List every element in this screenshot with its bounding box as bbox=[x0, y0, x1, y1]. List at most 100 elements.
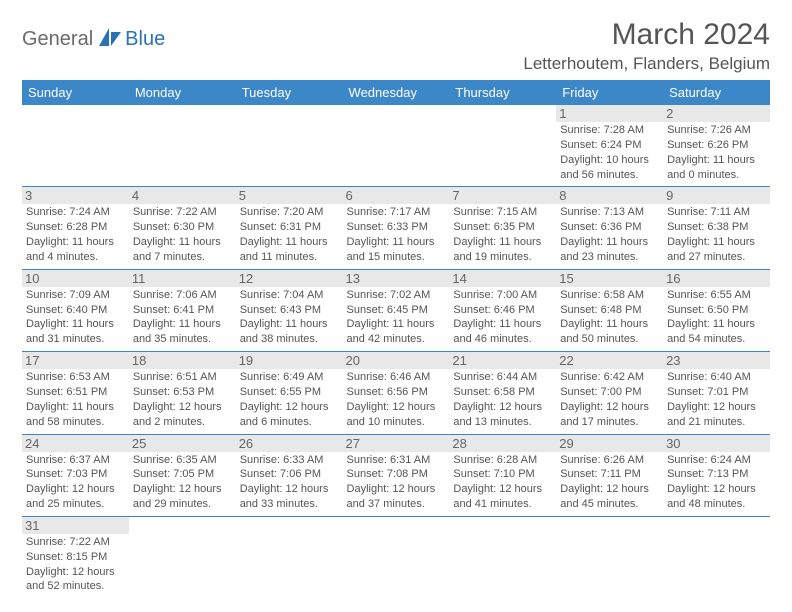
day-info: Sunrise: 7:11 AMSunset: 6:38 PMDaylight:… bbox=[667, 205, 766, 264]
day-number: 23 bbox=[663, 352, 770, 369]
title-block: March 2024 Letterhoutem, Flanders, Belgi… bbox=[523, 18, 770, 74]
day-info: Sunrise: 6:24 AMSunset: 7:13 PMDaylight:… bbox=[667, 453, 766, 512]
day-info: Sunrise: 6:37 AMSunset: 7:03 PMDaylight:… bbox=[26, 453, 125, 512]
calendar-cell: 18Sunrise: 6:51 AMSunset: 6:53 PMDayligh… bbox=[129, 352, 236, 434]
day-info: Sunrise: 7:13 AMSunset: 6:36 PMDaylight:… bbox=[560, 205, 659, 264]
day-info: Sunrise: 7:20 AMSunset: 6:31 PMDaylight:… bbox=[240, 205, 339, 264]
calendar-header: SundayMondayTuesdayWednesdayThursdayFrid… bbox=[22, 80, 770, 105]
calendar-cell: 5Sunrise: 7:20 AMSunset: 6:31 PMDaylight… bbox=[236, 187, 343, 269]
calendar-cell: 21Sunrise: 6:44 AMSunset: 6:58 PMDayligh… bbox=[449, 352, 556, 434]
day-header: Sunday bbox=[22, 80, 129, 105]
day-info: Sunrise: 7:02 AMSunset: 6:45 PMDaylight:… bbox=[347, 288, 446, 347]
day-info: Sunrise: 7:06 AMSunset: 6:41 PMDaylight:… bbox=[133, 288, 232, 347]
day-number: 18 bbox=[129, 352, 236, 369]
day-info: Sunrise: 6:46 AMSunset: 6:56 PMDaylight:… bbox=[347, 370, 446, 429]
calendar-cell: 11Sunrise: 7:06 AMSunset: 6:41 PMDayligh… bbox=[129, 269, 236, 351]
day-info: Sunrise: 6:44 AMSunset: 6:58 PMDaylight:… bbox=[453, 370, 552, 429]
calendar-cell: 27Sunrise: 6:31 AMSunset: 7:08 PMDayligh… bbox=[343, 434, 450, 516]
calendar-cell: 4Sunrise: 7:22 AMSunset: 6:30 PMDaylight… bbox=[129, 187, 236, 269]
day-info: Sunrise: 7:22 AMSunset: 6:30 PMDaylight:… bbox=[133, 205, 232, 264]
day-number: 10 bbox=[22, 270, 129, 287]
day-header: Thursday bbox=[449, 80, 556, 105]
day-number: 13 bbox=[343, 270, 450, 287]
calendar-cell bbox=[663, 516, 770, 598]
month-title: March 2024 bbox=[523, 18, 770, 52]
day-number: 24 bbox=[22, 435, 129, 452]
day-info: Sunrise: 6:40 AMSunset: 7:01 PMDaylight:… bbox=[667, 370, 766, 429]
calendar-body: 1Sunrise: 7:28 AMSunset: 6:24 PMDaylight… bbox=[22, 105, 770, 598]
day-info: Sunrise: 6:35 AMSunset: 7:05 PMDaylight:… bbox=[133, 453, 232, 512]
calendar-cell bbox=[22, 105, 129, 187]
day-number: 26 bbox=[236, 435, 343, 452]
calendar-cell: 30Sunrise: 6:24 AMSunset: 7:13 PMDayligh… bbox=[663, 434, 770, 516]
calendar-cell: 7Sunrise: 7:15 AMSunset: 6:35 PMDaylight… bbox=[449, 187, 556, 269]
calendar-cell: 2Sunrise: 7:26 AMSunset: 6:26 PMDaylight… bbox=[663, 105, 770, 187]
day-header: Monday bbox=[129, 80, 236, 105]
calendar-table: SundayMondayTuesdayWednesdayThursdayFrid… bbox=[22, 80, 770, 598]
calendar-cell: 29Sunrise: 6:26 AMSunset: 7:11 PMDayligh… bbox=[556, 434, 663, 516]
calendar-cell: 9Sunrise: 7:11 AMSunset: 6:38 PMDaylight… bbox=[663, 187, 770, 269]
calendar-cell: 25Sunrise: 6:35 AMSunset: 7:05 PMDayligh… bbox=[129, 434, 236, 516]
day-number: 29 bbox=[556, 435, 663, 452]
day-info: Sunrise: 7:00 AMSunset: 6:46 PMDaylight:… bbox=[453, 288, 552, 347]
calendar-cell: 1Sunrise: 7:28 AMSunset: 6:24 PMDaylight… bbox=[556, 105, 663, 187]
day-info: Sunrise: 6:26 AMSunset: 7:11 PMDaylight:… bbox=[560, 453, 659, 512]
day-number: 19 bbox=[236, 352, 343, 369]
calendar-cell: 17Sunrise: 6:53 AMSunset: 6:51 PMDayligh… bbox=[22, 352, 129, 434]
day-info: Sunrise: 7:15 AMSunset: 6:35 PMDaylight:… bbox=[453, 205, 552, 264]
calendar-cell: 31Sunrise: 7:22 AMSunset: 8:15 PMDayligh… bbox=[22, 516, 129, 598]
day-number: 22 bbox=[556, 352, 663, 369]
calendar-cell: 23Sunrise: 6:40 AMSunset: 7:01 PMDayligh… bbox=[663, 352, 770, 434]
day-number: 27 bbox=[343, 435, 450, 452]
calendar-cell bbox=[236, 516, 343, 598]
day-number: 30 bbox=[663, 435, 770, 452]
calendar-cell bbox=[129, 105, 236, 187]
day-number: 7 bbox=[449, 187, 556, 204]
day-number: 5 bbox=[236, 187, 343, 204]
calendar-cell bbox=[129, 516, 236, 598]
calendar-cell: 16Sunrise: 6:55 AMSunset: 6:50 PMDayligh… bbox=[663, 269, 770, 351]
day-info: Sunrise: 6:55 AMSunset: 6:50 PMDaylight:… bbox=[667, 288, 766, 347]
day-info: Sunrise: 6:58 AMSunset: 6:48 PMDaylight:… bbox=[560, 288, 659, 347]
calendar-cell bbox=[449, 105, 556, 187]
day-info: Sunrise: 7:26 AMSunset: 6:26 PMDaylight:… bbox=[667, 123, 766, 182]
calendar-cell bbox=[556, 516, 663, 598]
calendar-cell: 12Sunrise: 7:04 AMSunset: 6:43 PMDayligh… bbox=[236, 269, 343, 351]
day-info: Sunrise: 7:28 AMSunset: 6:24 PMDaylight:… bbox=[560, 123, 659, 182]
day-number: 31 bbox=[22, 517, 129, 534]
calendar-cell: 8Sunrise: 7:13 AMSunset: 6:36 PMDaylight… bbox=[556, 187, 663, 269]
day-info: Sunrise: 6:49 AMSunset: 6:55 PMDaylight:… bbox=[240, 370, 339, 429]
day-header: Wednesday bbox=[343, 80, 450, 105]
day-info: Sunrise: 7:04 AMSunset: 6:43 PMDaylight:… bbox=[240, 288, 339, 347]
calendar-cell: 3Sunrise: 7:24 AMSunset: 6:28 PMDaylight… bbox=[22, 187, 129, 269]
calendar-cell bbox=[449, 516, 556, 598]
calendar-cell: 19Sunrise: 6:49 AMSunset: 6:55 PMDayligh… bbox=[236, 352, 343, 434]
day-number: 2 bbox=[663, 105, 770, 122]
calendar-cell: 20Sunrise: 6:46 AMSunset: 6:56 PMDayligh… bbox=[343, 352, 450, 434]
day-info: Sunrise: 6:51 AMSunset: 6:53 PMDaylight:… bbox=[133, 370, 232, 429]
calendar-cell: 14Sunrise: 7:00 AMSunset: 6:46 PMDayligh… bbox=[449, 269, 556, 351]
day-number: 1 bbox=[556, 105, 663, 122]
day-header: Friday bbox=[556, 80, 663, 105]
day-info: Sunrise: 6:42 AMSunset: 7:00 PMDaylight:… bbox=[560, 370, 659, 429]
logo-text-general: General bbox=[22, 28, 93, 51]
day-info: Sunrise: 7:09 AMSunset: 6:40 PMDaylight:… bbox=[26, 288, 125, 347]
day-number: 6 bbox=[343, 187, 450, 204]
day-info: Sunrise: 7:17 AMSunset: 6:33 PMDaylight:… bbox=[347, 205, 446, 264]
day-number: 14 bbox=[449, 270, 556, 287]
day-number: 20 bbox=[343, 352, 450, 369]
day-info: Sunrise: 7:22 AMSunset: 8:15 PMDaylight:… bbox=[26, 535, 125, 594]
day-info: Sunrise: 6:31 AMSunset: 7:08 PMDaylight:… bbox=[347, 453, 446, 512]
calendar-cell: 10Sunrise: 7:09 AMSunset: 6:40 PMDayligh… bbox=[22, 269, 129, 351]
location-text: Letterhoutem, Flanders, Belgium bbox=[523, 54, 770, 74]
day-header: Tuesday bbox=[236, 80, 343, 105]
day-info: Sunrise: 6:28 AMSunset: 7:10 PMDaylight:… bbox=[453, 453, 552, 512]
calendar-cell bbox=[343, 105, 450, 187]
logo-text-blue: Blue bbox=[125, 28, 165, 51]
calendar-cell: 6Sunrise: 7:17 AMSunset: 6:33 PMDaylight… bbox=[343, 187, 450, 269]
day-number: 25 bbox=[129, 435, 236, 452]
day-number: 9 bbox=[663, 187, 770, 204]
calendar-cell bbox=[343, 516, 450, 598]
calendar-cell bbox=[236, 105, 343, 187]
day-info: Sunrise: 6:33 AMSunset: 7:06 PMDaylight:… bbox=[240, 453, 339, 512]
